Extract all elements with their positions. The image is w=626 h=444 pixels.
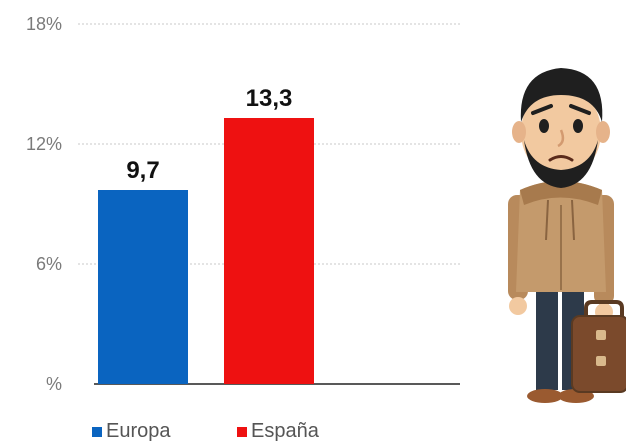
bar-europa — [98, 190, 188, 384]
sad-man-with-suitcase-icon — [508, 68, 626, 403]
y-tick-label: 6% — [36, 254, 62, 274]
y-tick-label: 12% — [26, 134, 62, 154]
data-label: 13,3 — [246, 85, 293, 112]
grid-layer: % 6% 12% 18% — [26, 14, 460, 394]
legend-swatch — [237, 427, 247, 437]
y-tick-label: 18% — [26, 14, 62, 34]
bars-layer: 9,7 13,3 — [98, 85, 314, 384]
data-label: 9,7 — [126, 157, 159, 184]
legend-swatch — [92, 427, 102, 437]
legend-label: Europa — [106, 420, 171, 442]
bar-espana — [224, 118, 314, 384]
legend: Europa España — [92, 420, 320, 442]
legend-label: España — [251, 420, 320, 442]
y-tick-label: % — [46, 374, 62, 394]
